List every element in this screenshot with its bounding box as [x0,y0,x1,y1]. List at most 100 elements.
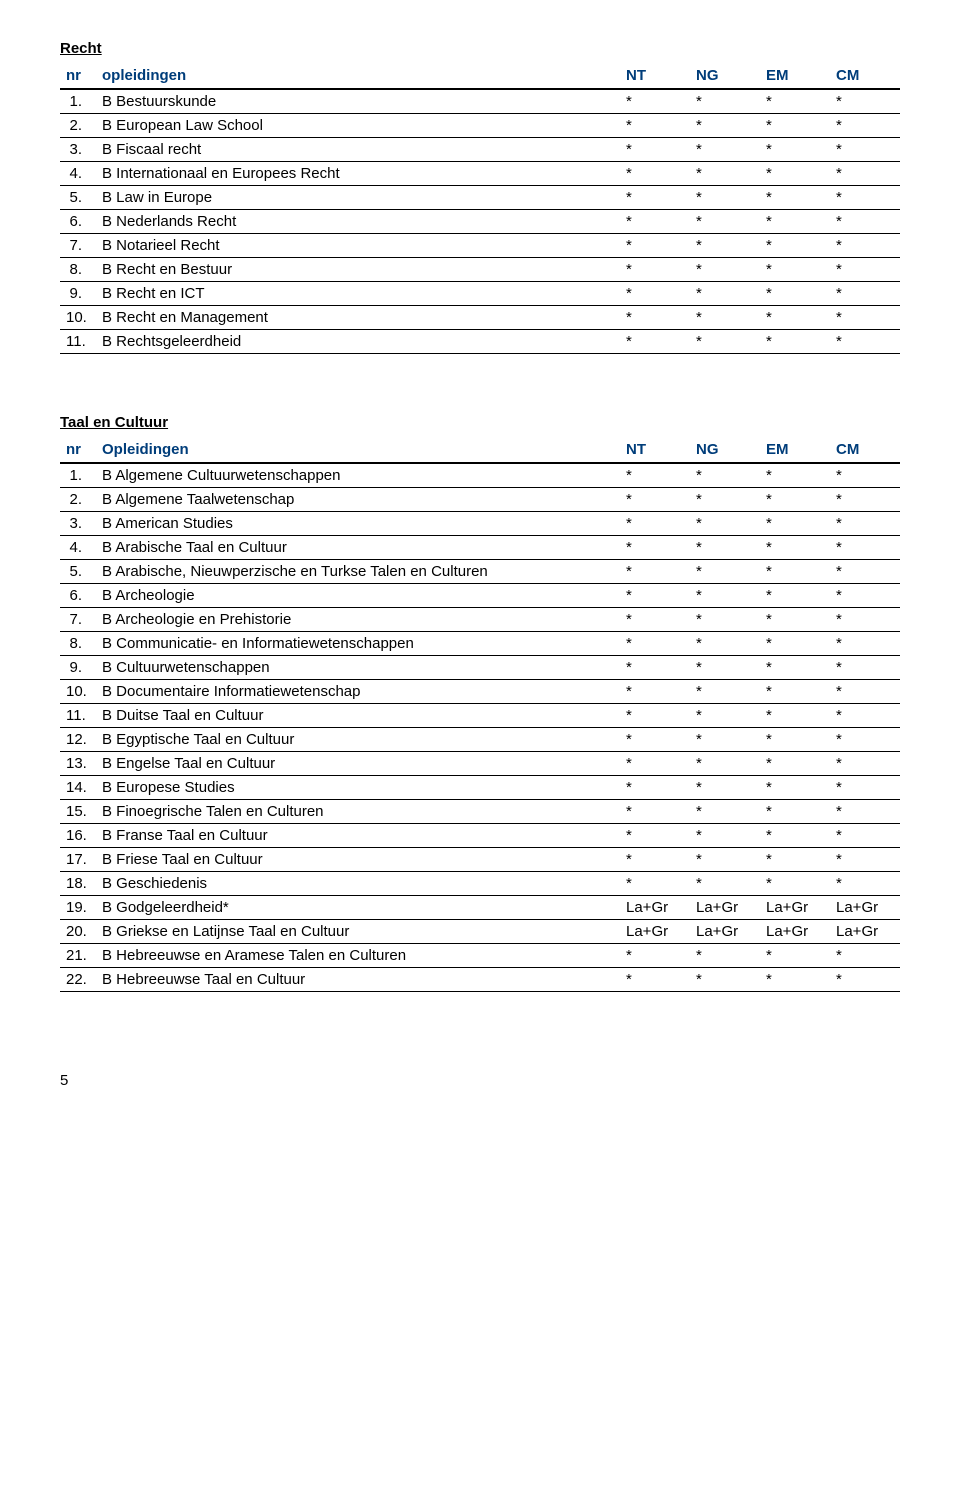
table-row: 4.B Internationaal en Europees Recht**** [60,162,900,186]
cell-name: B Hebreeuwse en Aramese Talen en Culture… [96,944,620,968]
cell-nr: 7. [60,234,96,258]
table-row: 12.B Egyptische Taal en Cultuur**** [60,728,900,752]
cell-mark: * [830,186,900,210]
table-row: 7.B Notarieel Recht**** [60,234,900,258]
cell-name: B Archeologie en Prehistorie [96,608,620,632]
cell-mark: * [620,944,690,968]
cell-mark: * [690,138,760,162]
cell-mark: * [690,488,760,512]
table-row: 2.B European Law School**** [60,114,900,138]
cell-mark: * [690,210,760,234]
table-row: 18.B Geschiedenis**** [60,872,900,896]
col-header-name: Opleidingen [96,437,620,463]
cell-mark: * [620,536,690,560]
cell-mark: * [690,186,760,210]
cell-mark: * [620,656,690,680]
cell-mark: * [760,282,830,306]
cell-mark: * [830,330,900,354]
cell-mark: * [620,512,690,536]
table-row: 9.B Cultuurwetenschappen**** [60,656,900,680]
cell-mark: * [620,138,690,162]
cell-mark: * [620,234,690,258]
cell-mark: * [690,114,760,138]
cell-mark: * [760,824,830,848]
table-row: 14.B Europese Studies**** [60,776,900,800]
cell-mark: * [830,824,900,848]
table-row: 6.B Archeologie**** [60,584,900,608]
cell-mark: * [620,258,690,282]
cell-mark: La+Gr [690,896,760,920]
cell-mark: La+Gr [690,920,760,944]
cell-name: B Nederlands Recht [96,210,620,234]
cell-mark: * [830,632,900,656]
cell-mark: * [690,512,760,536]
cell-mark: * [760,258,830,282]
cell-mark: * [690,330,760,354]
cell-mark: * [760,776,830,800]
col-header: CM [830,437,900,463]
cell-mark: * [830,872,900,896]
cell-mark: * [830,800,900,824]
cell-name: B Arabische Taal en Cultuur [96,536,620,560]
page-content: RechtnropleidingenNTNGEMCM1.B Bestuursku… [60,40,900,992]
cell-mark: * [690,632,760,656]
col-header: CM [830,63,900,89]
cell-mark: * [620,776,690,800]
col-header-name: opleidingen [96,63,620,89]
cell-nr: 21. [60,944,96,968]
table-row: 2.B Algemene Taalwetenschap**** [60,488,900,512]
table-row: 22.B Hebreeuwse Taal en Cultuur**** [60,968,900,992]
cell-mark: * [830,680,900,704]
cell-mark: * [690,728,760,752]
cell-nr: 12. [60,728,96,752]
cell-mark: * [830,848,900,872]
table-row: 5.B Arabische, Nieuwperzische en Turkse … [60,560,900,584]
cell-mark: * [690,944,760,968]
cell-mark: * [620,584,690,608]
cell-mark: * [760,608,830,632]
cell-mark: * [760,89,830,114]
cell-mark: * [690,234,760,258]
cell-nr: 8. [60,258,96,282]
cell-mark: * [830,162,900,186]
cell-mark: * [830,704,900,728]
cell-nr: 16. [60,824,96,848]
cell-mark: * [830,210,900,234]
table-row: 17.B Friese Taal en Cultuur**** [60,848,900,872]
cell-mark: * [760,234,830,258]
cell-mark: * [620,463,690,488]
cell-mark: * [830,728,900,752]
cell-mark: * [690,306,760,330]
table-row: 10.B Documentaire Informatiewetenschap**… [60,680,900,704]
cell-mark: * [760,306,830,330]
table-row: 1.B Bestuurskunde**** [60,89,900,114]
table-row: 4.B Arabische Taal en Cultuur**** [60,536,900,560]
cell-mark: * [690,162,760,186]
cell-nr: 8. [60,632,96,656]
cell-mark: * [830,138,900,162]
cell-mark: * [760,632,830,656]
cell-name: B American Studies [96,512,620,536]
cell-name: B Communicatie- en Informatiewetenschapp… [96,632,620,656]
cell-mark: * [690,824,760,848]
cell-mark: * [620,800,690,824]
cell-name: B Arabische, Nieuwperzische en Turkse Ta… [96,560,620,584]
table-row: 6.B Nederlands Recht**** [60,210,900,234]
cell-mark: * [690,680,760,704]
cell-name: B Law in Europe [96,186,620,210]
table-row: 10.B Recht en Management**** [60,306,900,330]
cell-name: B Algemene Taalwetenschap [96,488,620,512]
col-header-nr: nr [60,63,96,89]
cell-mark: * [830,944,900,968]
cell-name: B Godgeleerdheid* [96,896,620,920]
cell-nr: 4. [60,162,96,186]
cell-mark: * [760,800,830,824]
cell-mark: * [760,114,830,138]
cell-name: B Griekse en Latijnse Taal en Cultuur [96,920,620,944]
cell-mark: * [760,138,830,162]
cell-name: B Bestuurskunde [96,89,620,114]
cell-mark: * [830,114,900,138]
cell-name: B Recht en Bestuur [96,258,620,282]
cell-mark: * [760,752,830,776]
section-title: Recht [60,40,900,57]
